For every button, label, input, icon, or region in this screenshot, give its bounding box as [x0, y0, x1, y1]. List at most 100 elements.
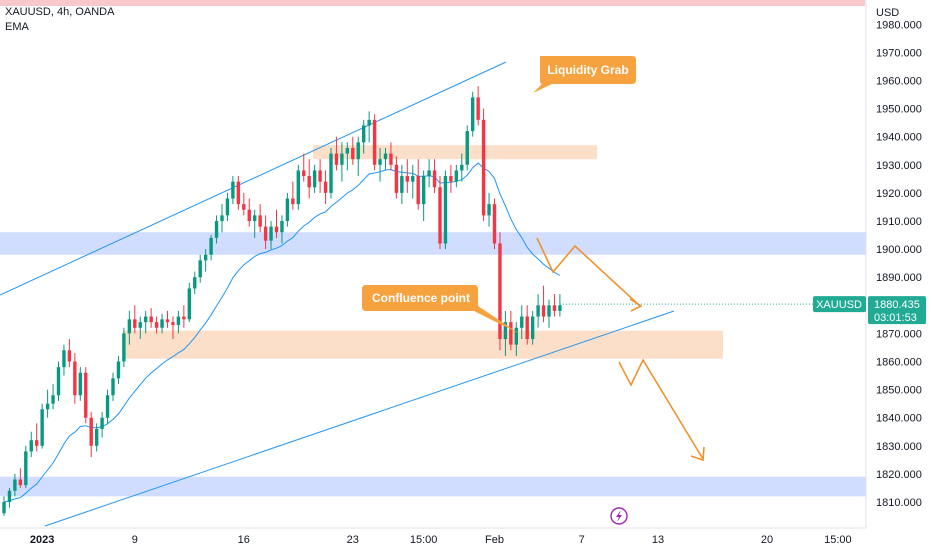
candle — [7, 487, 12, 508]
candle — [253, 209, 257, 238]
projection-arrow-upper[interactable] — [536, 237, 641, 307]
candle — [149, 308, 153, 328]
candle-body — [492, 204, 497, 244]
candle — [214, 215, 219, 244]
callout-confluence-point[interactable]: Confluence point — [362, 285, 520, 334]
candle-body — [372, 119, 377, 165]
candle-body — [503, 322, 508, 340]
candle-body — [220, 215, 224, 221]
candle-body — [421, 176, 426, 205]
candle-body — [133, 319, 137, 328]
candle-body — [193, 277, 197, 289]
candle-body — [400, 176, 404, 193]
candle — [291, 181, 295, 210]
candle-body — [312, 170, 317, 188]
indicator-label[interactable]: EMA — [5, 21, 29, 33]
callout-bubble — [362, 285, 520, 334]
candle-body — [45, 403, 50, 410]
candle-body — [203, 254, 208, 261]
callout-text: Liquidity Grab — [547, 63, 628, 77]
candle — [269, 221, 273, 250]
candle-body — [144, 316, 148, 323]
candle-body — [329, 153, 333, 193]
y-tick-label: 1960.000 — [876, 76, 922, 88]
candle-body — [351, 147, 355, 160]
y-tick-label: 1810.000 — [876, 497, 922, 509]
candle-body — [176, 316, 181, 325]
candle — [116, 355, 121, 384]
candle — [242, 192, 246, 216]
x-tick-label: 7 — [579, 534, 585, 546]
candle — [209, 235, 213, 261]
channel-lower-line[interactable] — [44, 310, 675, 527]
x-tick-label: 23 — [347, 534, 359, 546]
demand-zone — [123, 330, 723, 359]
candle — [302, 153, 306, 182]
candle-body — [432, 170, 437, 188]
candle-body — [307, 176, 311, 188]
callout-bubble — [533, 56, 636, 93]
candle-body — [56, 367, 61, 396]
price-tag — [868, 296, 926, 325]
candle-body — [160, 319, 164, 328]
candle-body — [498, 243, 502, 340]
candle-body — [214, 221, 219, 238]
candle — [236, 176, 241, 210]
candle — [514, 322, 518, 356]
x-tick-label: 15:00 — [410, 534, 438, 546]
candle — [394, 156, 399, 199]
projection-arrow-lower[interactable] — [618, 358, 704, 460]
candle — [105, 389, 110, 424]
candle-body — [253, 215, 257, 221]
candle-body — [187, 288, 191, 320]
candle — [449, 164, 453, 193]
callout-text: Confluence point — [372, 291, 470, 305]
candle — [133, 305, 137, 334]
candle — [274, 209, 279, 238]
candle-body — [454, 170, 459, 182]
candle-body — [280, 221, 284, 233]
y-tick-label: 1840.000 — [876, 413, 922, 425]
candle-body — [29, 440, 33, 452]
candle — [525, 305, 529, 345]
candle — [187, 282, 191, 323]
candle-body — [465, 131, 469, 165]
candle-body — [383, 153, 388, 160]
candle-body — [247, 209, 251, 221]
callout-liquidity-grab[interactable]: Liquidity Grab — [533, 56, 636, 93]
candle-body — [334, 153, 339, 165]
candle — [154, 316, 159, 334]
channel-upper-line[interactable] — [0, 61, 507, 296]
candle — [176, 310, 181, 334]
candle-body — [536, 305, 540, 317]
candle-body — [258, 215, 262, 227]
candle — [193, 271, 197, 295]
candle — [138, 316, 142, 340]
candle — [552, 294, 557, 317]
candle — [329, 147, 333, 199]
y-tick-label: 1820.000 — [876, 469, 922, 481]
y-tick-label: 1870.000 — [876, 328, 922, 340]
candle — [62, 344, 66, 376]
candle — [421, 170, 426, 221]
candle-body — [443, 176, 448, 244]
candle-body — [291, 198, 295, 205]
lightning-icon[interactable] — [610, 507, 628, 525]
price-tag-value: 1880.435 — [874, 299, 920, 311]
candle-body — [552, 305, 557, 311]
candle — [78, 367, 82, 401]
candle-body — [18, 479, 23, 486]
candle-body — [94, 428, 99, 446]
candle — [84, 367, 88, 424]
candle — [247, 198, 251, 227]
candle — [40, 403, 44, 449]
candle — [378, 147, 382, 182]
candle-body — [242, 204, 246, 210]
candle — [67, 339, 72, 368]
candle — [307, 159, 311, 199]
candle-body — [111, 378, 115, 396]
candle — [24, 445, 28, 488]
candle — [182, 305, 186, 328]
candle — [13, 473, 17, 497]
